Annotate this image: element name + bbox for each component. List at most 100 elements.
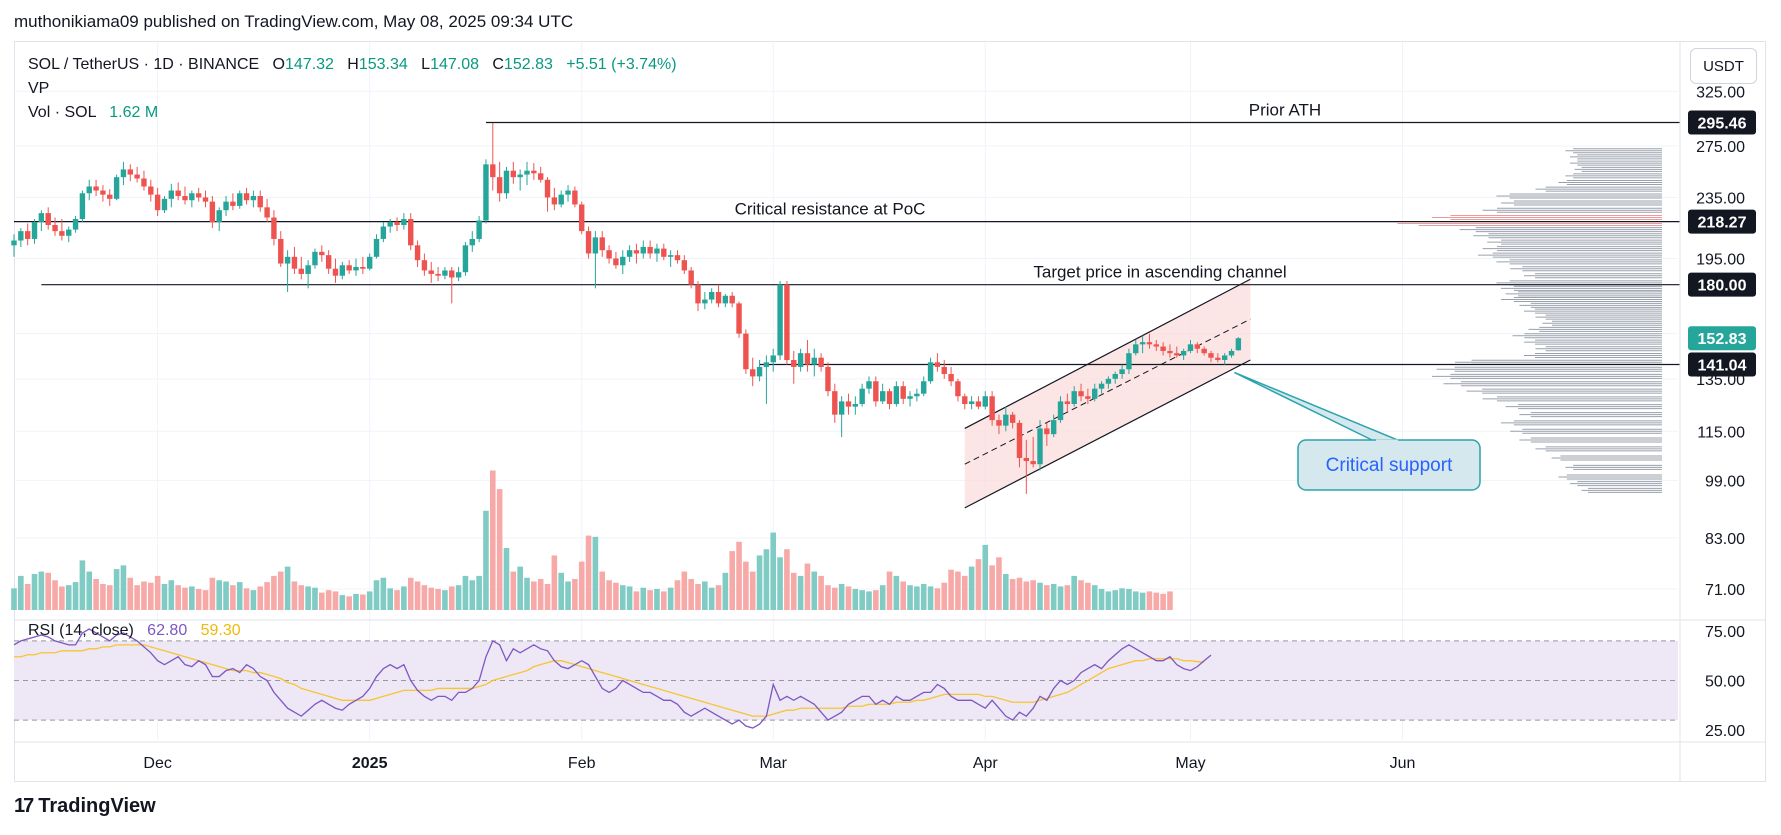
volume-bar <box>100 583 106 610</box>
candle-body <box>414 245 421 261</box>
volume-bar <box>825 585 831 610</box>
volume-bar <box>626 586 633 610</box>
candle-body <box>743 333 749 370</box>
volume-bar <box>818 575 824 610</box>
candle-body <box>366 256 373 269</box>
volume-bar <box>763 549 770 610</box>
rsi-legend: RSI (14, close) 62.80 59.30 <box>28 622 241 640</box>
volume-bar <box>380 577 387 610</box>
volume-bar <box>955 571 961 610</box>
price-axis-tick: 99.00 <box>1705 473 1745 490</box>
candle-body <box>312 251 318 266</box>
volume-bar <box>469 580 476 610</box>
candle-body <box>1139 342 1146 345</box>
volume-bar <box>1126 588 1132 610</box>
volume-bar <box>312 587 318 610</box>
candle-body <box>544 179 551 198</box>
candle-body <box>195 193 202 198</box>
callout-text: Critical support <box>1326 455 1453 476</box>
candle-body <box>1126 353 1132 370</box>
volume-bar <box>599 571 606 610</box>
volume-bar <box>257 586 264 610</box>
volume-bar <box>394 590 400 610</box>
volume-bar <box>832 587 838 610</box>
vp-indicator-label[interactable]: VP <box>28 80 50 97</box>
candle-body <box>189 193 195 201</box>
rsi-label[interactable]: RSI (14, close) <box>28 622 134 639</box>
price-label-box <box>1688 110 1756 135</box>
candle-body <box>968 401 975 405</box>
volume-bar <box>353 593 359 610</box>
candle-body <box>804 353 811 365</box>
price-label-box <box>1688 272 1756 297</box>
volume-bar <box>702 581 708 610</box>
candle-body <box>120 169 127 178</box>
volume-label[interactable]: Vol · SOL <box>28 104 96 121</box>
volume-bar <box>551 555 558 610</box>
candle-body <box>784 284 790 360</box>
volume-bar <box>838 583 845 610</box>
high-value: 153.34 <box>358 56 408 73</box>
candle-body <box>360 266 366 269</box>
rsi-ma-value: 59.30 <box>200 622 241 639</box>
volume-bar <box>920 583 927 610</box>
volume-bar <box>230 585 236 610</box>
candle-body <box>859 388 865 405</box>
candle-body <box>230 201 236 206</box>
candle-body <box>1133 344 1139 354</box>
candle-body <box>845 401 852 407</box>
close-value: 152.83 <box>503 56 553 73</box>
candle-body <box>702 299 708 304</box>
candle-body <box>558 194 564 205</box>
candle-body <box>401 219 407 226</box>
volume-bar <box>483 510 489 610</box>
volume-bar <box>914 586 920 610</box>
volume-bar <box>496 489 503 610</box>
price-label: 180.00 <box>1698 278 1747 295</box>
volume-bar <box>811 571 818 610</box>
price-axis-tick: 325.00 <box>1696 84 1745 101</box>
candle-body <box>736 303 742 334</box>
candle-body <box>1215 357 1221 360</box>
candle-body <box>86 186 92 194</box>
rsi-value: 62.80 <box>147 622 188 639</box>
volume-bar <box>695 583 701 610</box>
change-value: +5.51 (+3.74%) <box>566 56 677 73</box>
volume-bar <box>18 575 24 610</box>
candle-body <box>914 393 920 397</box>
volume-bar <box>770 532 777 610</box>
candle-body <box>948 374 954 382</box>
volume-bar <box>633 591 640 610</box>
volume-bar <box>1057 586 1064 610</box>
candle-body <box>134 174 140 179</box>
candle-body <box>202 197 209 202</box>
volume-bar <box>442 590 448 610</box>
channel-upper-line <box>964 278 1251 429</box>
candle-body <box>31 221 38 239</box>
volume-bar <box>996 557 1002 610</box>
candle-body <box>243 193 250 201</box>
currency-unit-button[interactable]: USDT <box>1690 48 1757 84</box>
candle-body <box>537 173 544 180</box>
volume-bar <box>161 583 168 610</box>
volume-bar <box>873 590 879 610</box>
candle-body <box>298 268 304 274</box>
volume-bar <box>667 587 674 610</box>
open-label: O <box>272 56 285 73</box>
candle-body <box>503 170 510 194</box>
candle-body <box>59 231 65 236</box>
rsi-axis-tick: 75.00 <box>1705 624 1745 641</box>
volume-bar <box>1105 591 1112 610</box>
candle-body <box>579 204 585 232</box>
candle-body <box>209 201 216 222</box>
volume-bar <box>305 586 311 610</box>
symbol-title[interactable]: SOL / TetherUS · 1D · BINANCE <box>28 56 260 73</box>
tradingview-brand[interactable]: 17 TradingView <box>14 795 156 818</box>
candle-body <box>708 292 715 300</box>
volume-bar <box>578 561 585 610</box>
volume-bar <box>647 590 653 610</box>
candle-body <box>599 237 605 251</box>
brand-name: TradingView <box>38 795 156 817</box>
candle-body <box>24 231 31 239</box>
